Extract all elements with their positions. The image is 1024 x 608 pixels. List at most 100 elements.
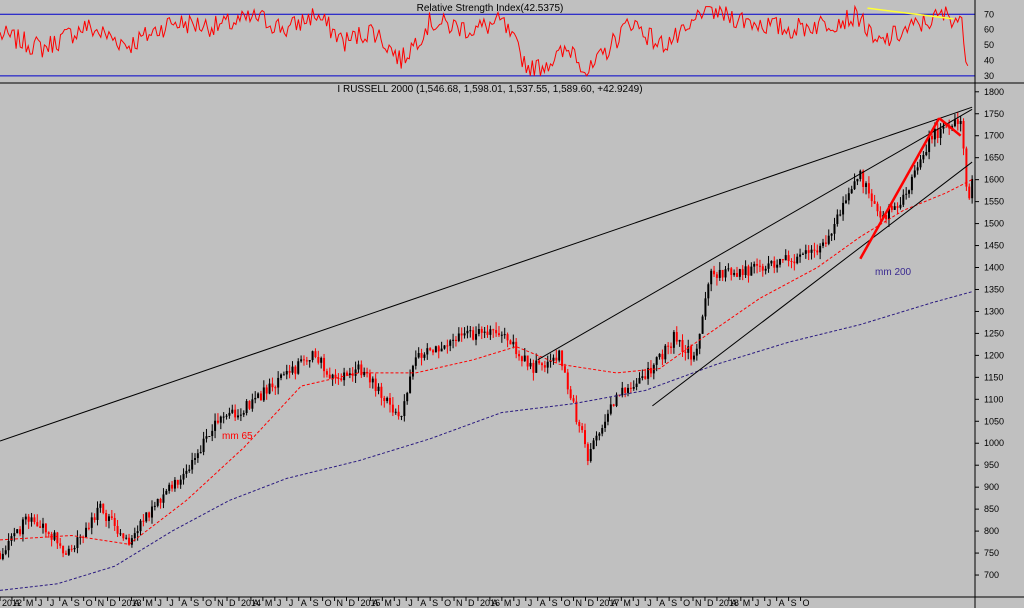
candle-body xyxy=(701,316,704,334)
candle-body xyxy=(890,206,893,210)
candle-body xyxy=(145,512,148,522)
candle-body xyxy=(827,235,830,244)
candle-body xyxy=(738,269,741,277)
candle-body xyxy=(291,366,294,373)
candle-body xyxy=(24,516,27,520)
price-tick-label-1200: 1200 xyxy=(984,350,1004,360)
price-tick-label-1450: 1450 xyxy=(984,241,1004,251)
candle-body xyxy=(913,170,916,177)
price-tick-label-1050: 1050 xyxy=(984,416,1004,426)
candle-body xyxy=(268,383,271,394)
candle-body xyxy=(87,527,90,529)
candle-body xyxy=(925,152,928,155)
candle-body xyxy=(343,372,346,381)
candle-body xyxy=(394,411,397,413)
candle-body xyxy=(360,364,363,376)
candle-body xyxy=(847,193,850,201)
candle-body xyxy=(363,371,366,376)
x-tick-label: 2012 xyxy=(2,598,22,608)
candle-body xyxy=(334,374,337,378)
candle-body xyxy=(196,453,199,459)
candle-body xyxy=(136,531,139,534)
candle-body xyxy=(188,469,191,471)
candle-body xyxy=(21,519,24,535)
candle-body xyxy=(750,266,753,276)
candle-body xyxy=(202,438,205,453)
highlight-line-1 xyxy=(859,117,941,260)
x-tick-label: D xyxy=(587,598,594,608)
candle-body xyxy=(274,387,277,389)
rsi-panel xyxy=(0,0,1024,84)
rsi-tick-label-70: 70 xyxy=(984,9,994,19)
x-tick-label: N xyxy=(695,598,702,608)
candle-body xyxy=(4,550,7,554)
candle-body xyxy=(449,340,452,346)
candle-body xyxy=(280,374,283,378)
candle-body xyxy=(758,265,761,267)
x-tick-label: O xyxy=(205,598,212,608)
candle-body xyxy=(956,119,959,125)
candle-body xyxy=(76,537,79,548)
x-tick-label: S xyxy=(74,598,80,608)
candle-body xyxy=(540,363,543,366)
candle-body xyxy=(153,505,156,507)
x-tick-label: A xyxy=(540,598,546,608)
rsi-series-line xyxy=(0,4,969,77)
x-tick-label: M xyxy=(26,598,33,608)
x-tick-label: D xyxy=(468,598,475,608)
candle-body xyxy=(824,242,827,244)
price-tick-label-1800: 1800 xyxy=(984,87,1004,97)
candle-body xyxy=(684,351,687,353)
candle-body xyxy=(420,353,423,358)
candle-body xyxy=(879,211,882,218)
candle-body xyxy=(259,393,262,401)
candle-body xyxy=(19,529,22,535)
x-tick-label: S xyxy=(432,598,438,608)
x-tick-label: O xyxy=(444,598,451,608)
candle-body xyxy=(629,387,632,389)
candle-body xyxy=(584,430,586,445)
candle-body xyxy=(400,415,403,417)
x-tick-label: A xyxy=(62,598,68,608)
x-tick-label: 2014 xyxy=(241,598,261,608)
candle-body xyxy=(417,353,420,358)
x-tick-label: M xyxy=(145,598,153,608)
x-tick-label: A xyxy=(492,598,498,608)
candle-body xyxy=(288,371,291,373)
candle-body xyxy=(62,545,65,554)
candle-body xyxy=(93,517,96,520)
price-tick-label-1750: 1750 xyxy=(984,109,1004,119)
candle-body xyxy=(437,346,440,352)
candle-body xyxy=(495,330,498,334)
candle-body xyxy=(150,506,153,518)
candle-body xyxy=(110,516,113,518)
candle-body xyxy=(119,533,122,535)
candle-body xyxy=(770,260,773,264)
price-tick-label-750: 750 xyxy=(984,548,999,558)
trendline-2 xyxy=(537,108,973,361)
candle-body xyxy=(842,202,845,215)
candle-body xyxy=(231,409,234,413)
candle-body xyxy=(569,389,572,399)
candle-body xyxy=(480,329,483,333)
candle-body xyxy=(185,470,188,474)
x-tick-label: A xyxy=(301,598,307,608)
candle-body xyxy=(128,537,131,545)
candle-body xyxy=(661,353,664,360)
candle-body xyxy=(265,387,268,394)
candle-body xyxy=(397,411,400,417)
candle-body xyxy=(836,214,839,224)
candle-body xyxy=(282,374,285,376)
candle-body xyxy=(59,543,62,546)
price-tick-label-1650: 1650 xyxy=(984,153,1004,163)
price-tick-label-1100: 1100 xyxy=(984,394,1003,404)
candle-body xyxy=(873,201,876,204)
x-tick-label: J xyxy=(157,598,162,608)
candle-body xyxy=(36,522,39,527)
candle-body xyxy=(30,517,33,522)
candle-body xyxy=(414,357,417,366)
x-tick-label: M xyxy=(384,598,392,608)
candle-body xyxy=(99,503,102,508)
candle-body xyxy=(248,401,251,409)
